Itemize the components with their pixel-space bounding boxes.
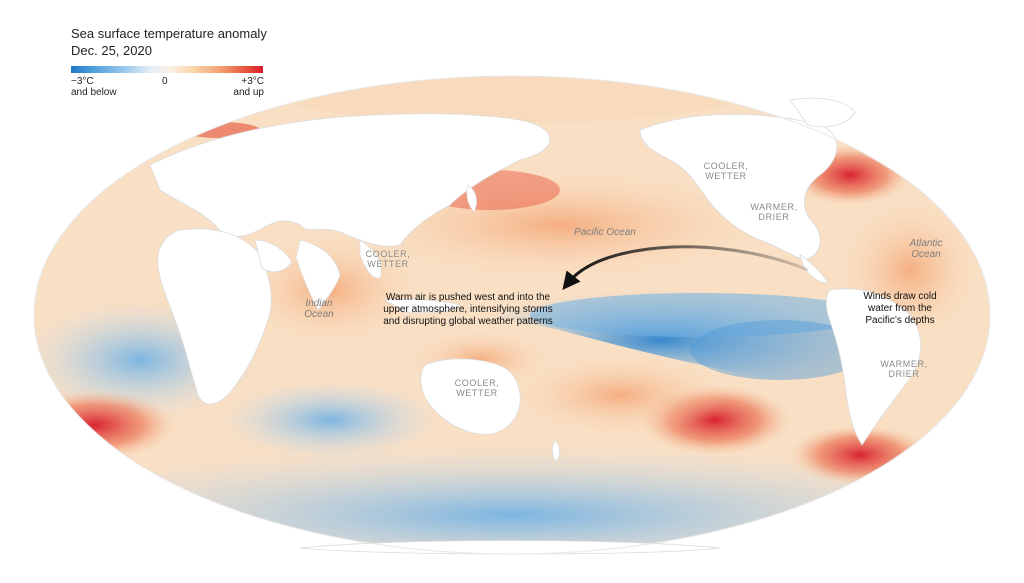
globe-outline bbox=[33, 75, 991, 555]
legend-max-label: +3°C and up bbox=[226, 76, 264, 98]
legend-max-value: +3°C bbox=[241, 76, 264, 87]
land-indonesia bbox=[383, 298, 461, 314]
legend-max-note: and up bbox=[233, 87, 264, 98]
page-title: Sea surface temperature anomaly bbox=[71, 26, 267, 41]
label-pacific-ocean: Pacific Ocean bbox=[574, 227, 636, 238]
land-central-america bbox=[799, 254, 829, 284]
label-atlantic-ocean: Atlantic Ocean bbox=[909, 238, 943, 260]
land-south-america bbox=[825, 288, 922, 446]
land-new-zealand bbox=[552, 439, 561, 463]
label-warmer-drier-central-america: WARMER, DRIER bbox=[750, 202, 798, 222]
annotation-warm-air: Warm air is pushed west and into the upp… bbox=[383, 292, 553, 327]
label-cooler-wetter-australia: COOLER, WETTER bbox=[454, 378, 500, 398]
land-india bbox=[295, 239, 341, 311]
legend-min-note: and below bbox=[71, 87, 117, 98]
land-australia bbox=[420, 358, 521, 435]
legend-mid-label: 0 bbox=[162, 76, 168, 87]
label-cooler-wetter-north-america: COOLER, WETTER bbox=[703, 161, 749, 181]
land-antarctica bbox=[299, 540, 721, 555]
land-se-asia bbox=[359, 239, 382, 279]
page-date: Dec. 25, 2020 bbox=[71, 43, 152, 58]
land-japan bbox=[466, 184, 477, 213]
label-cooler-wetter-se-asia: COOLER, WETTER bbox=[365, 249, 411, 269]
land-masses bbox=[149, 97, 922, 555]
label-indian-ocean: Indian Ocean bbox=[304, 298, 334, 320]
land-arabia bbox=[254, 239, 293, 273]
legend-color-bar bbox=[71, 66, 263, 73]
annotation-winds: Winds draw cold water from the Pacific’s… bbox=[863, 291, 937, 326]
wind-arrow bbox=[562, 245, 809, 291]
label-warmer-drier-south-america: WARMER, DRIER bbox=[880, 359, 928, 379]
land-eurasia bbox=[149, 113, 551, 247]
legend-min-label: −3°C and below bbox=[71, 76, 117, 98]
legend-min-value: −3°C bbox=[71, 76, 94, 87]
land-greenland bbox=[789, 97, 856, 128]
